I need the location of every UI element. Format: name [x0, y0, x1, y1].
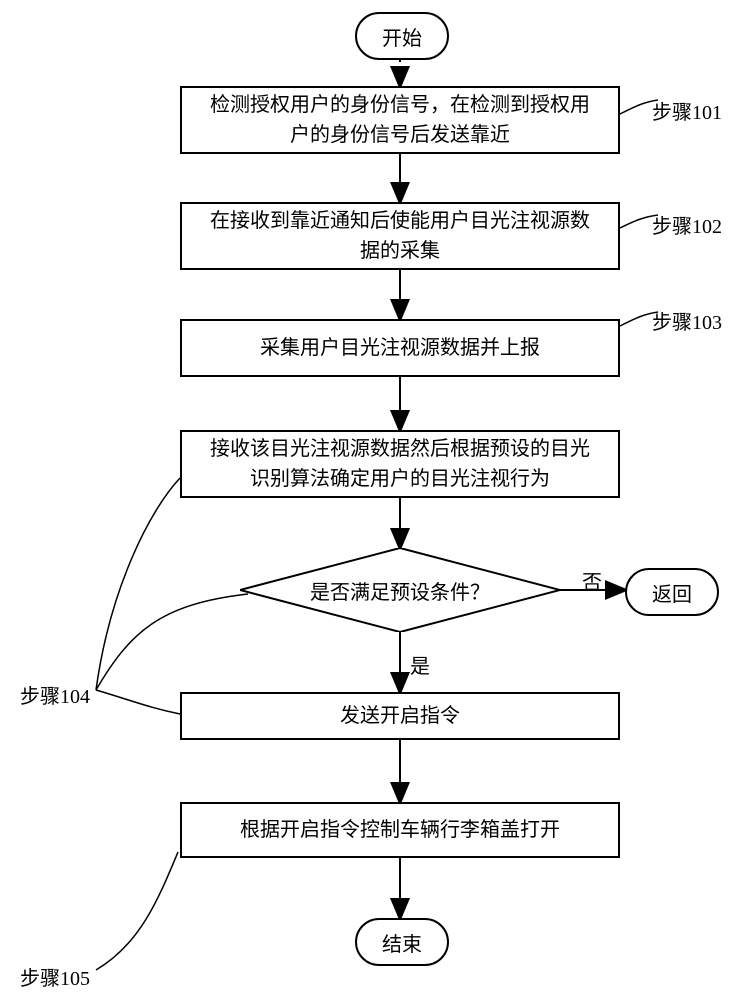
decision-d1: 是否满足预设条件？ — [240, 548, 560, 632]
step-label-103: 步骤103 — [652, 306, 722, 335]
terminator-end: 结束 — [355, 918, 449, 966]
process-104b: 发送开启指令 — [180, 692, 620, 740]
step-label-101: 步骤101 — [652, 96, 722, 125]
terminator-end-label: 结束 — [382, 928, 422, 957]
step-label-104: 步骤104 — [20, 680, 90, 709]
process-105-text: 根据开启指令控制车辆行李箱盖打开 — [240, 815, 560, 845]
process-103-text: 采集用户目光注视源数据并上报 — [260, 333, 540, 363]
decision-d1-text: 是否满足预设条件？ — [310, 576, 490, 605]
step-label-102-text: 步骤102 — [652, 216, 722, 238]
process-101-text: 检测授权用户的身份信号，在检测到授权用户的身份信号后发送靠近 — [210, 90, 590, 150]
edge-label-yes: 是 — [410, 650, 430, 679]
process-105: 根据开启指令控制车辆行李箱盖打开 — [180, 802, 620, 858]
step-label-103-text: 步骤103 — [652, 312, 722, 334]
step-label-105: 步骤105 — [20, 962, 90, 991]
terminator-start: 开始 — [355, 12, 449, 60]
process-103: 采集用户目光注视源数据并上报 — [180, 319, 620, 377]
process-101: 检测授权用户的身份信号，在检测到授权用户的身份信号后发送靠近 — [180, 86, 620, 154]
process-104a: 接收该目光注视源数据然后根据预设的目光识别算法确定用户的目光注视行为 — [180, 430, 620, 498]
edge-label-no-text: 否 — [582, 572, 602, 594]
flowchart-canvas: 开始 结束 返回 检测授权用户的身份信号，在检测到授权用户的身份信号后发送靠近 … — [0, 0, 742, 1000]
step-label-102: 步骤102 — [652, 210, 722, 239]
edge-label-no: 否 — [582, 566, 602, 595]
edge-label-yes-text: 是 — [410, 656, 430, 678]
terminator-return-label: 返回 — [652, 578, 692, 607]
step-label-104-text: 步骤104 — [20, 686, 90, 708]
step-label-105-text: 步骤105 — [20, 968, 90, 990]
process-104b-text: 发送开启指令 — [340, 701, 460, 731]
terminator-return: 返回 — [625, 568, 719, 616]
process-102-text: 在接收到靠近通知后使能用户目光注视源数据的采集 — [210, 206, 590, 266]
terminator-start-label: 开始 — [382, 22, 422, 51]
process-104a-text: 接收该目光注视源数据然后根据预设的目光识别算法确定用户的目光注视行为 — [210, 434, 590, 494]
process-102: 在接收到靠近通知后使能用户目光注视源数据的采集 — [180, 202, 620, 270]
step-label-101-text: 步骤101 — [652, 102, 722, 124]
